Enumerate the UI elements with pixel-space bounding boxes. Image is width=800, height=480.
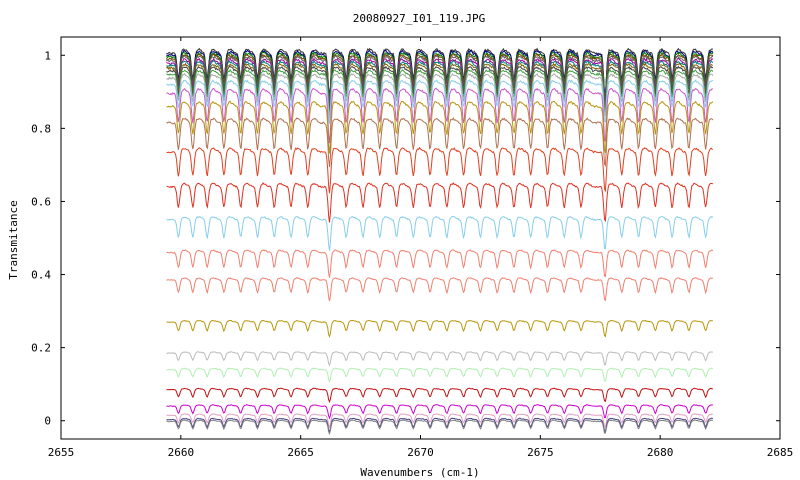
spectrum-series-line	[166, 182, 714, 223]
y-tick-label: 0.8	[31, 122, 51, 135]
y-tick-label: 1	[44, 49, 51, 62]
y-tick-label: 0	[44, 415, 51, 428]
spectrum-series-line	[166, 413, 713, 430]
x-tick-label: 2675	[527, 446, 554, 459]
x-axis-label: Wavenumbers (cm-1)	[360, 466, 479, 479]
x-tick-label: 2670	[407, 446, 434, 459]
y-tick-label: 0.2	[31, 342, 51, 355]
spectrum-series-line	[166, 146, 714, 194]
y-axis-label: Transmitance	[7, 200, 20, 279]
x-tick-label: 2680	[647, 446, 674, 459]
y-axis-ticks: 0 0.2 0.4 0.6 0.8 1	[31, 49, 780, 428]
x-tick-label: 2655	[48, 446, 75, 459]
spectrum-series-line	[166, 100, 714, 154]
spectrum-series-line	[166, 276, 713, 302]
spectrum-series-line	[166, 417, 714, 434]
spectrum-series-line	[166, 116, 714, 168]
spectrum-series-line	[166, 351, 713, 367]
plot-frame	[60, 36, 781, 440]
spectrum-series-line	[166, 87, 714, 144]
spectrum-series-line	[166, 404, 714, 420]
x-tick-label: 2685	[767, 446, 794, 459]
series-layer	[166, 47, 714, 436]
spectrum-series-line	[166, 387, 714, 404]
y-tick-label: 0.6	[31, 195, 51, 208]
spectrum-series-line	[166, 319, 713, 339]
spectrum-series-line	[166, 79, 714, 124]
x-tick-label: 2665	[287, 446, 314, 459]
spectrum-series-line	[166, 367, 714, 384]
spectrum-series-line	[166, 419, 714, 436]
spectrum-series-line	[166, 215, 714, 251]
spectrum-series-line	[166, 68, 714, 116]
x-axis-ticks: 2655 2660 2665 2670 2675 2680 2685	[48, 37, 794, 459]
chart-title: 20080927_I01_119.JPG	[353, 12, 485, 25]
y-tick-label: 0.4	[31, 269, 51, 282]
spectrum-series-line	[166, 249, 714, 278]
spectrum-series-line	[166, 72, 714, 119]
x-tick-label: 2660	[168, 446, 195, 459]
spectrum-series-line	[166, 53, 714, 103]
